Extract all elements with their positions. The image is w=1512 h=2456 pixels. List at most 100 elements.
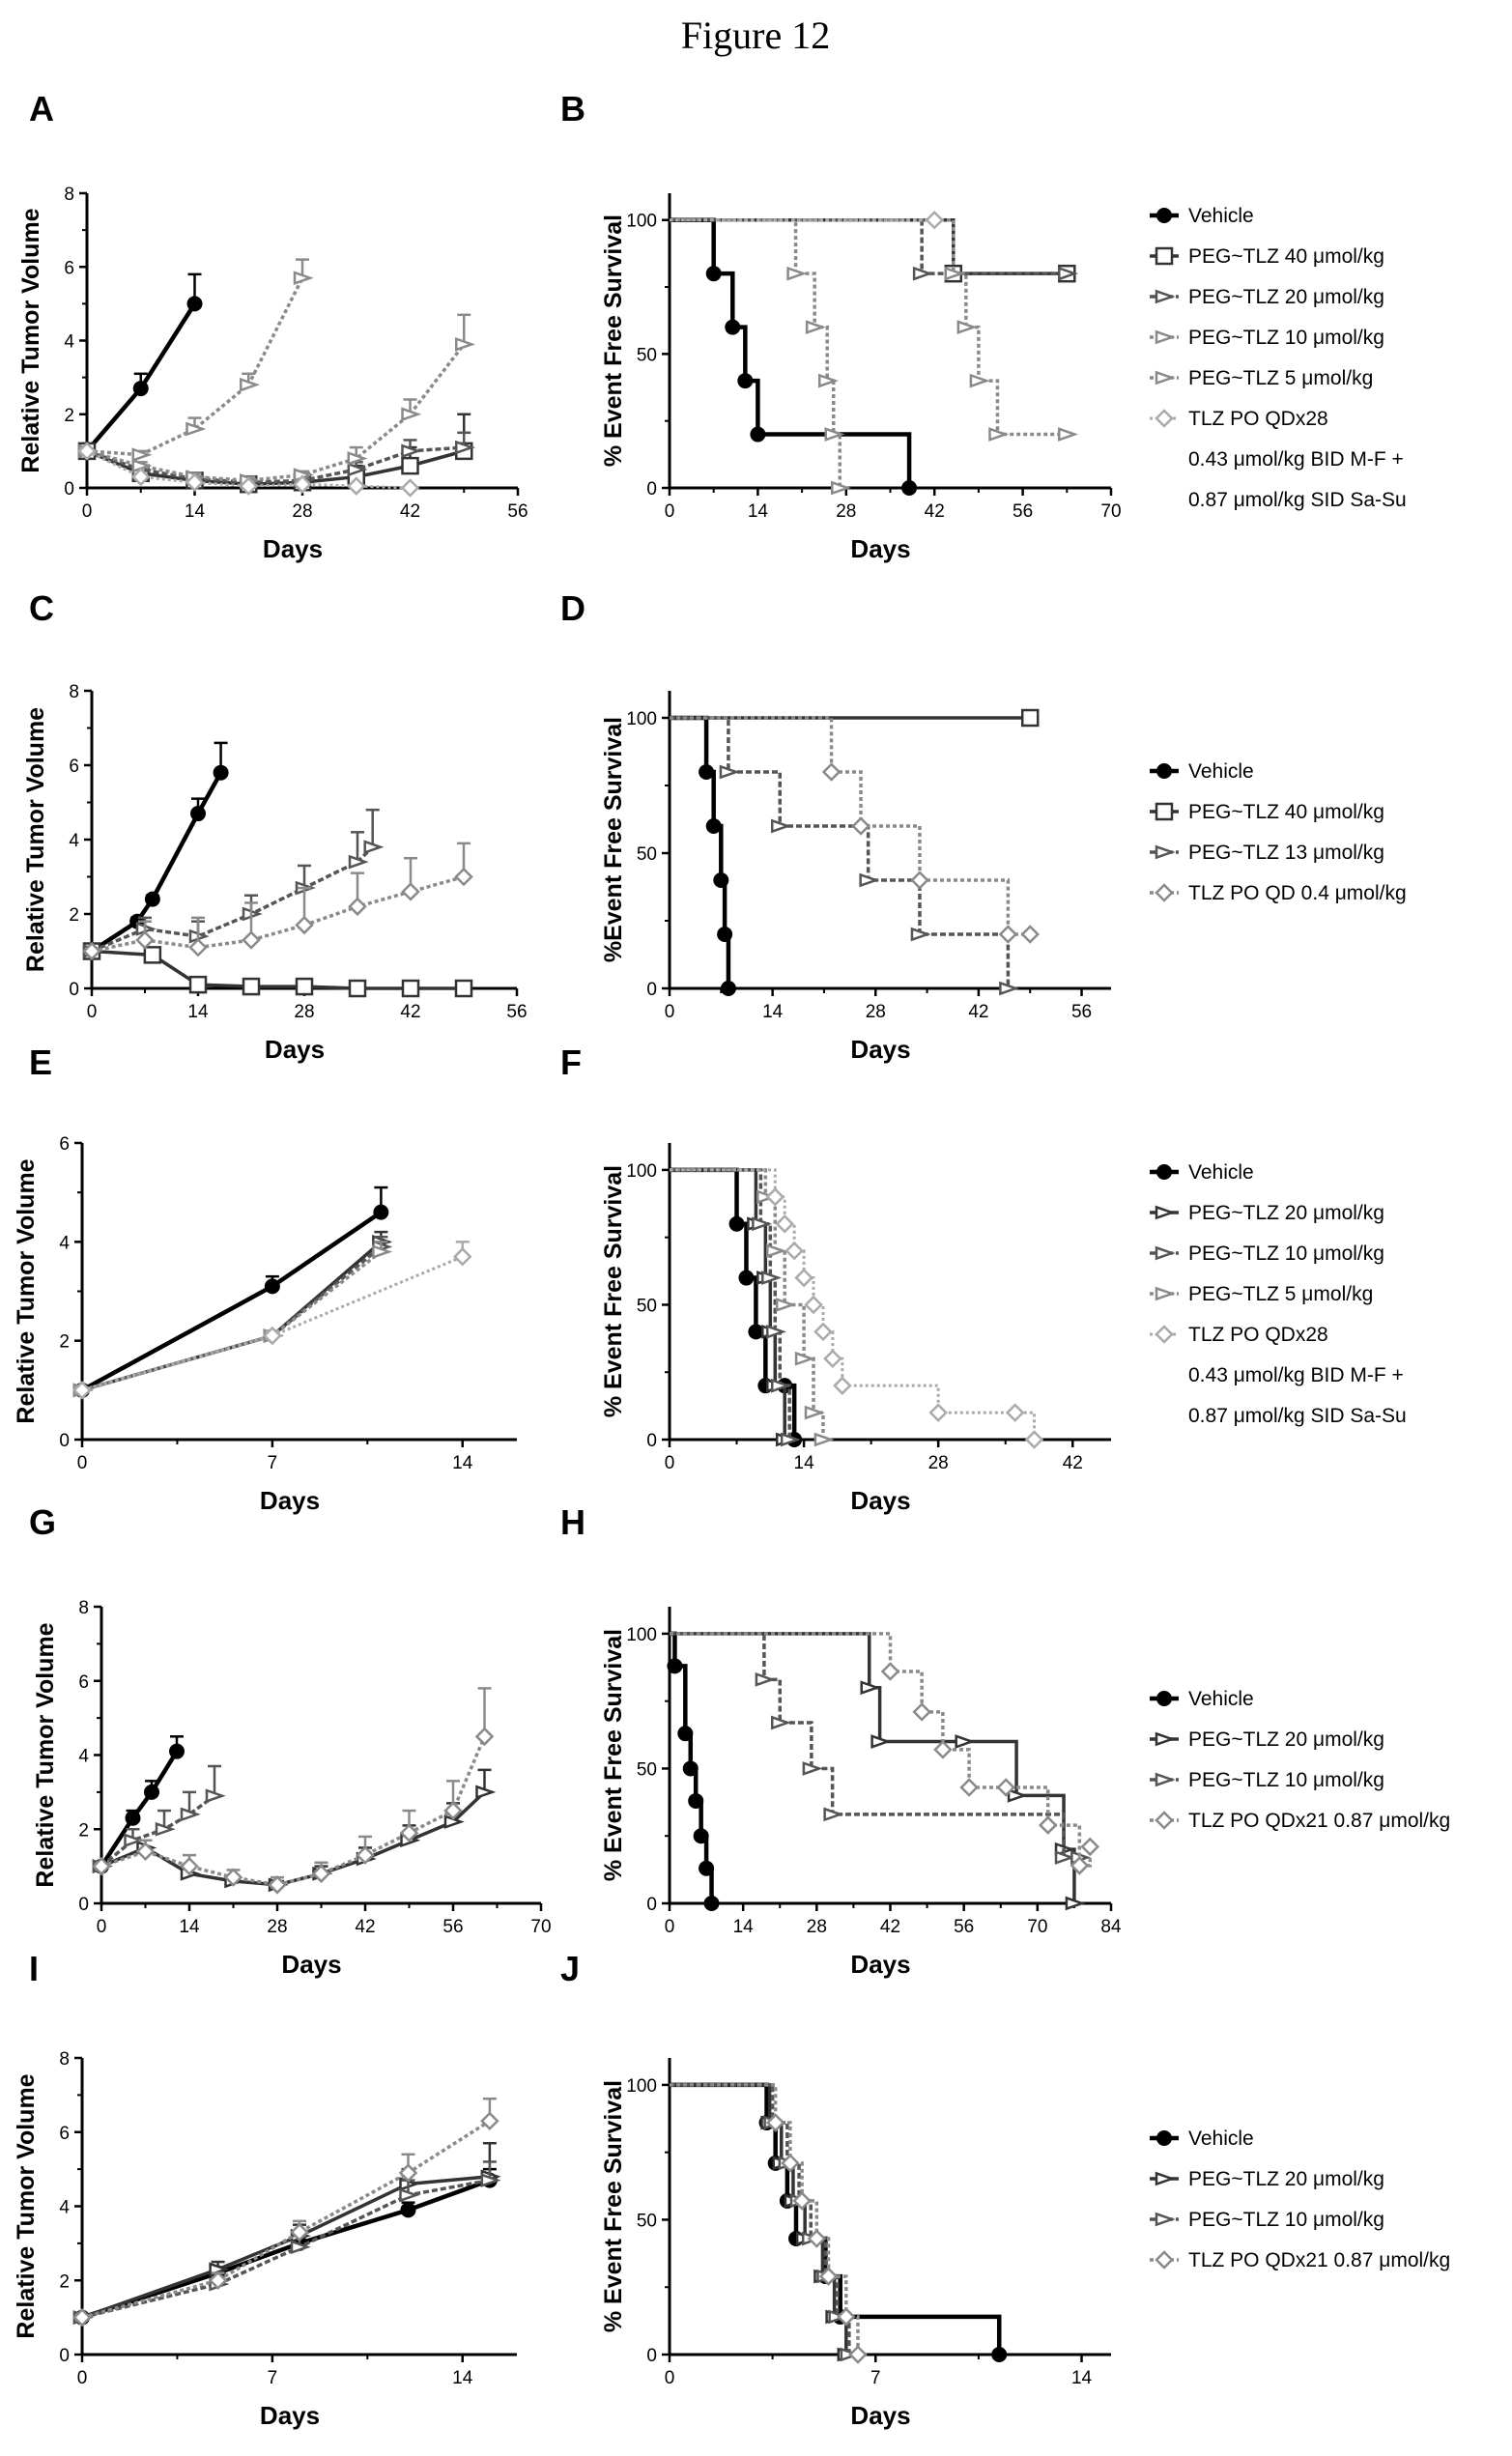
x-tick-label: 70 <box>530 1917 551 1937</box>
x-tick-label: 28 <box>807 1917 827 1937</box>
data-point <box>703 1896 720 1911</box>
data-point <box>401 979 420 998</box>
data-point <box>794 1351 815 1366</box>
series-line <box>100 1790 486 1887</box>
data-point <box>239 476 259 496</box>
data-point <box>761 1271 783 1285</box>
x-tick-label: 56 <box>507 501 528 522</box>
data-point <box>1070 1856 1090 1875</box>
x-tick-label: 70 <box>1027 1917 1047 1937</box>
data-point <box>802 1761 823 1776</box>
data-point <box>180 1807 201 1822</box>
data-point <box>928 1403 948 1422</box>
data-point <box>998 925 1018 944</box>
data-point <box>999 981 1020 996</box>
series-line <box>670 715 731 988</box>
series-line <box>86 449 465 486</box>
data-point <box>475 1785 497 1800</box>
series-3 <box>670 217 1079 442</box>
data-point <box>208 2270 228 2291</box>
y-tick-label: 8 <box>69 682 79 702</box>
data-point <box>223 1868 243 1887</box>
data-point <box>677 1726 694 1742</box>
data-point <box>398 2163 418 2183</box>
series-0 <box>667 1631 720 1911</box>
x-tick-label: 56 <box>954 1917 974 1937</box>
y-tick-label: 8 <box>78 1598 89 1618</box>
legend-label: 0.43 μmol/kg BID M-F + <box>1188 448 1404 471</box>
y-tick-label: 2 <box>78 1820 89 1841</box>
data-point <box>933 1740 953 1759</box>
data-point <box>124 1833 145 1848</box>
x-tick-label: 42 <box>880 1917 900 1937</box>
data-point <box>667 1658 683 1674</box>
data-point <box>848 2345 868 2364</box>
data-point <box>719 764 740 780</box>
legend-marker <box>1156 2130 1172 2146</box>
data-point <box>474 1727 495 1747</box>
legend-label: PEG~TLZ 40 μmol/kg <box>1188 801 1384 823</box>
x-axis-label: Days <box>850 1950 910 1979</box>
panel-letter: F <box>560 1042 582 1082</box>
data-point <box>1020 708 1040 728</box>
x-axis-label: Days <box>260 2401 320 2430</box>
legend-label: PEG~TLZ 20 μmol/kg <box>1188 1202 1384 1224</box>
y-axis-label: Relative Tumor Volume <box>17 208 44 472</box>
data-point <box>860 1680 881 1696</box>
data-point <box>190 806 206 822</box>
data-point <box>1005 1403 1025 1422</box>
x-axis-label: Days <box>850 1035 910 1064</box>
data-point <box>290 2240 311 2255</box>
data-point <box>293 271 314 286</box>
y-tick-label: 0 <box>59 1431 70 1451</box>
x-tick-label: 42 <box>400 1002 420 1022</box>
x-tick-label: 28 <box>267 1917 287 1937</box>
series-0 <box>74 1185 389 1398</box>
panel-letter: A <box>29 89 54 129</box>
legend-label: PEG~TLZ 20 μmol/kg <box>1188 286 1384 308</box>
data-point <box>771 818 792 834</box>
y-tick-label: 8 <box>59 2049 70 2070</box>
series-2 <box>670 1632 1092 1865</box>
data-point <box>1065 1896 1086 1911</box>
x-tick-label: 0 <box>87 1002 98 1022</box>
x-axis-label: Days <box>850 2401 910 2430</box>
data-point <box>996 1778 1015 1797</box>
data-point <box>185 421 207 437</box>
series-line <box>670 2083 848 2355</box>
data-point <box>817 373 839 388</box>
x-tick-label: 7 <box>870 2368 881 2388</box>
series-line <box>670 1632 1080 1860</box>
legend-label: TLZ PO QD 0.4 μmol/kg <box>1188 882 1407 904</box>
series-3 <box>670 2083 868 2364</box>
data-point <box>348 854 369 870</box>
x-tick-label: 42 <box>925 501 945 522</box>
series-2 <box>72 1235 393 1398</box>
data-point <box>72 1381 92 1400</box>
x-tick-label: 14 <box>452 2368 473 2388</box>
legend-marker <box>1155 1205 1176 1220</box>
legend-label: 0.87 μmol/kg SID Sa-Su <box>1188 489 1407 511</box>
data-point <box>132 381 149 397</box>
panel-b: B 0 14 28 42 56 70 0 50 100 Days % Event Free Survi… <box>560 89 1407 563</box>
series-1 <box>670 2083 858 2362</box>
series-3 <box>670 716 1040 944</box>
series-3 <box>72 2097 499 2327</box>
x-tick-label: 0 <box>665 1917 675 1937</box>
x-tick-label: 70 <box>1100 501 1121 522</box>
x-tick-label: 14 <box>748 501 769 522</box>
x-tick-label: 14 <box>452 1453 473 1473</box>
legend-marker <box>1155 1286 1176 1301</box>
data-point <box>188 975 208 994</box>
data-point <box>242 930 261 950</box>
x-tick-label: 0 <box>665 1002 675 1022</box>
x-axis-label: Days <box>850 1486 910 1515</box>
data-point <box>242 977 261 996</box>
series-3 <box>72 1241 393 1398</box>
y-tick-label: 6 <box>64 258 74 278</box>
data-point <box>823 1807 844 1822</box>
y-tick-label: 50 <box>637 1296 657 1316</box>
data-point <box>725 319 741 335</box>
